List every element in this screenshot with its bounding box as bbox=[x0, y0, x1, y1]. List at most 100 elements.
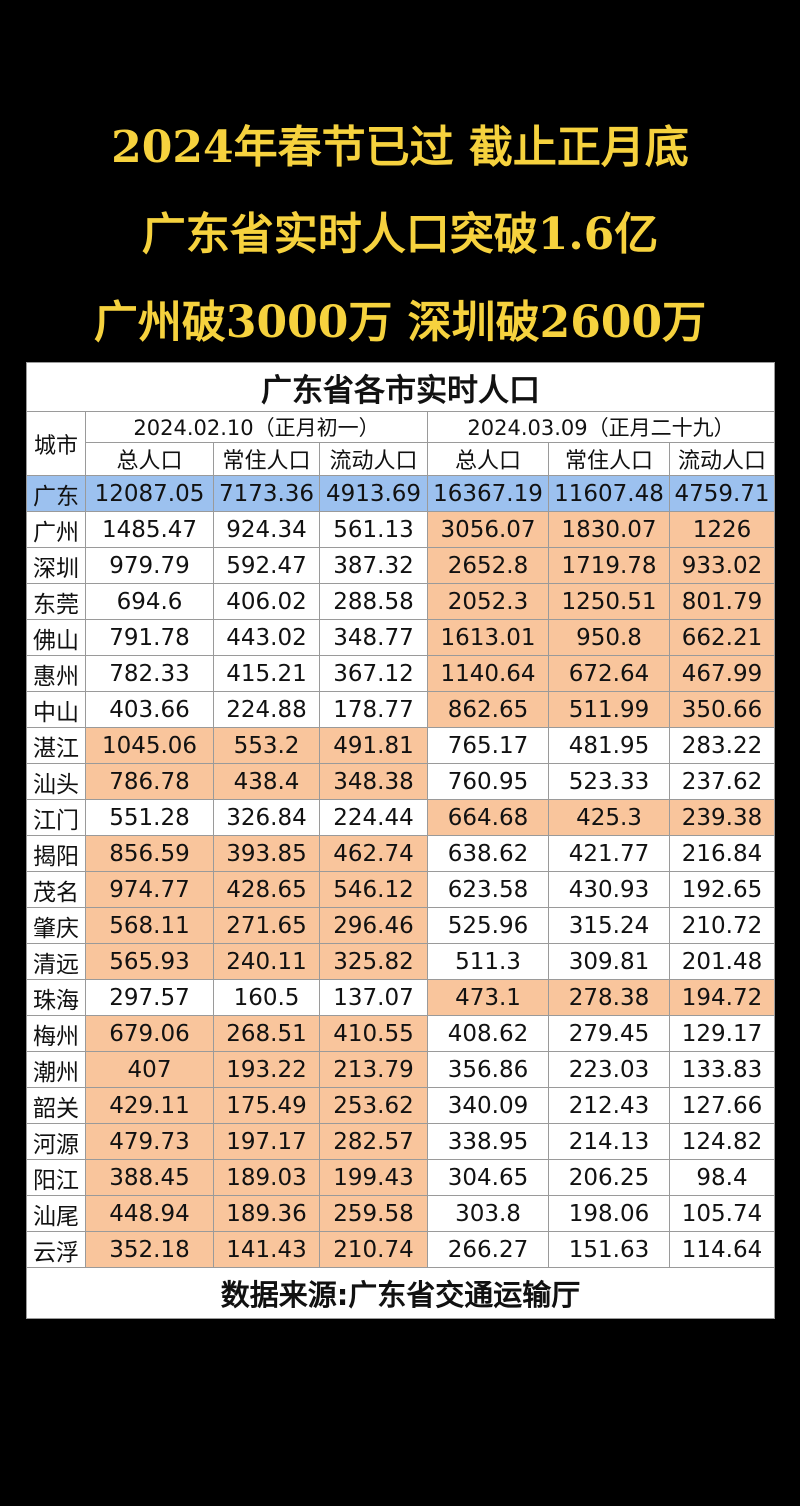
cell-resident-2: 1250.51 bbox=[548, 583, 670, 620]
cell-total-2: 304.65 bbox=[427, 1159, 549, 1196]
cell-total-1: 448.94 bbox=[85, 1195, 214, 1232]
cell-total-1: 786.78 bbox=[85, 763, 214, 800]
table-row: 珠海 297.57 160.5 137.07 473.1 278.38 194.72 bbox=[26, 979, 775, 1016]
cell-floating-2: 124.82 bbox=[669, 1123, 775, 1160]
cell-total-2: 638.62 bbox=[427, 835, 549, 872]
cell-resident-2: 421.77 bbox=[548, 835, 670, 872]
cell-resident-1: 7173.36 bbox=[213, 475, 320, 512]
table-row: 汕尾 448.94 189.36 259.58 303.8 198.06 105.74 bbox=[26, 1195, 775, 1232]
cell-resident-2: 223.03 bbox=[548, 1051, 670, 1088]
cell-resident-1: 415.21 bbox=[213, 655, 320, 692]
cell-resident-2: 481.95 bbox=[548, 727, 670, 764]
table-row: 潮州 407 193.22 213.79 356.86 223.03 133.83 bbox=[26, 1051, 775, 1088]
cell-total-1: 429.11 bbox=[85, 1087, 214, 1124]
cell-total-2: 3056.07 bbox=[427, 511, 549, 548]
population-sheet: 广东省各市实时人口 城市 2024.02.10（正月初一） 2024.03.09… bbox=[26, 362, 775, 1319]
cell-resident-2: 206.25 bbox=[548, 1159, 670, 1196]
cell-resident-1: 193.22 bbox=[213, 1051, 320, 1088]
cell-resident-1: 393.85 bbox=[213, 835, 320, 872]
cell-resident-1: 271.65 bbox=[213, 907, 320, 944]
city-name: 深圳 bbox=[26, 547, 86, 584]
data-source: 数据来源:广东省交通运输厅 bbox=[26, 1267, 775, 1319]
cell-total-2: 664.68 bbox=[427, 799, 549, 836]
cell-total-2: 525.96 bbox=[427, 907, 549, 944]
table-body: 广东 12087.05 7173.36 4913.69 16367.19 11607.48… bbox=[26, 475, 775, 1268]
cell-total-1: 694.6 bbox=[85, 583, 214, 620]
cell-floating-2: 201.48 bbox=[669, 943, 775, 980]
cell-floating-2: 133.83 bbox=[669, 1051, 775, 1088]
city-name: 茂名 bbox=[26, 871, 86, 908]
cell-resident-1: 240.11 bbox=[213, 943, 320, 980]
cell-floating-1: 325.82 bbox=[319, 943, 428, 980]
city-name: 东莞 bbox=[26, 583, 86, 620]
cell-total-2: 623.58 bbox=[427, 871, 549, 908]
cell-resident-2: 214.13 bbox=[548, 1123, 670, 1160]
date-header-1: 2024.02.10（正月初一） bbox=[85, 411, 428, 443]
cell-total-1: 1045.06 bbox=[85, 727, 214, 764]
cell-floating-2: 4759.71 bbox=[669, 475, 775, 512]
city-name: 湛江 bbox=[26, 727, 86, 764]
city-column-header: 城市 bbox=[26, 411, 86, 476]
city-name: 梅州 bbox=[26, 1015, 86, 1052]
cell-floating-2: 210.72 bbox=[669, 907, 775, 944]
table-row: 广东 12087.05 7173.36 4913.69 16367.19 11607.48… bbox=[26, 475, 775, 512]
cell-resident-1: 438.4 bbox=[213, 763, 320, 800]
cell-floating-1: 210.74 bbox=[319, 1231, 428, 1268]
cell-resident-1: 160.5 bbox=[213, 979, 320, 1016]
table-row: 中山 403.66 224.88 178.77 862.65 511.99 350.66 bbox=[26, 691, 775, 728]
table-row: 揭阳 856.59 393.85 462.74 638.62 421.77 216.84 bbox=[26, 835, 775, 872]
cell-resident-1: 924.34 bbox=[213, 511, 320, 548]
table-row: 梅州 679.06 268.51 410.55 408.62 279.45 129.17 bbox=[26, 1015, 775, 1052]
subheader-total-1: 总人口 bbox=[85, 442, 214, 476]
cell-total-2: 338.95 bbox=[427, 1123, 549, 1160]
subheader-resident-1: 常住人口 bbox=[213, 442, 320, 476]
cell-resident-2: 950.8 bbox=[548, 619, 670, 656]
cell-floating-2: 98.4 bbox=[669, 1159, 775, 1196]
cell-floating-2: 283.22 bbox=[669, 727, 775, 764]
cell-resident-2: 425.3 bbox=[548, 799, 670, 836]
subheader-total-2: 总人口 bbox=[427, 442, 549, 476]
cell-total-1: 12087.05 bbox=[85, 475, 214, 512]
table-row: 肇庆 568.11 271.65 296.46 525.96 315.24 210.72 bbox=[26, 907, 775, 944]
table-row: 茂名 974.77 428.65 546.12 623.58 430.93 192.65 bbox=[26, 871, 775, 908]
cell-floating-2: 114.64 bbox=[669, 1231, 775, 1268]
cell-resident-2: 151.63 bbox=[548, 1231, 670, 1268]
cell-resident-1: 197.17 bbox=[213, 1123, 320, 1160]
table-title: 广东省各市实时人口 bbox=[26, 362, 775, 412]
cell-resident-1: 268.51 bbox=[213, 1015, 320, 1052]
cell-floating-1: 199.43 bbox=[319, 1159, 428, 1196]
cell-floating-1: 387.32 bbox=[319, 547, 428, 584]
city-name: 揭阳 bbox=[26, 835, 86, 872]
cell-resident-1: 175.49 bbox=[213, 1087, 320, 1124]
cell-total-1: 974.77 bbox=[85, 871, 214, 908]
cell-total-2: 473.1 bbox=[427, 979, 549, 1016]
cell-total-1: 388.45 bbox=[85, 1159, 214, 1196]
cell-resident-2: 198.06 bbox=[548, 1195, 670, 1232]
cell-total-2: 303.8 bbox=[427, 1195, 549, 1232]
cell-resident-1: 326.84 bbox=[213, 799, 320, 836]
city-name: 广州 bbox=[26, 511, 86, 548]
cell-floating-2: 105.74 bbox=[669, 1195, 775, 1232]
cell-floating-2: 194.72 bbox=[669, 979, 775, 1016]
city-name: 云浮 bbox=[26, 1231, 86, 1268]
table-row: 广州 1485.47 924.34 561.13 3056.07 1830.07 1226 bbox=[26, 511, 775, 548]
cell-resident-2: 1830.07 bbox=[548, 511, 670, 548]
cell-resident-2: 672.64 bbox=[548, 655, 670, 692]
table-row: 佛山 791.78 443.02 348.77 1613.01 950.8 662.21 bbox=[26, 619, 775, 656]
cell-total-2: 765.17 bbox=[427, 727, 549, 764]
table-row: 韶关 429.11 175.49 253.62 340.09 212.43 127.66 bbox=[26, 1087, 775, 1124]
cell-resident-1: 189.36 bbox=[213, 1195, 320, 1232]
cell-total-2: 1613.01 bbox=[427, 619, 549, 656]
cell-floating-2: 239.38 bbox=[669, 799, 775, 836]
cell-resident-2: 279.45 bbox=[548, 1015, 670, 1052]
city-name: 珠海 bbox=[26, 979, 86, 1016]
cell-total-1: 407 bbox=[85, 1051, 214, 1088]
cell-resident-1: 406.02 bbox=[213, 583, 320, 620]
cell-total-1: 352.18 bbox=[85, 1231, 214, 1268]
subheader-floating-1: 流动人口 bbox=[319, 442, 428, 476]
cell-floating-1: 462.74 bbox=[319, 835, 428, 872]
cell-resident-1: 443.02 bbox=[213, 619, 320, 656]
cell-resident-2: 309.81 bbox=[548, 943, 670, 980]
cell-resident-1: 224.88 bbox=[213, 691, 320, 728]
cell-floating-1: 288.58 bbox=[319, 583, 428, 620]
